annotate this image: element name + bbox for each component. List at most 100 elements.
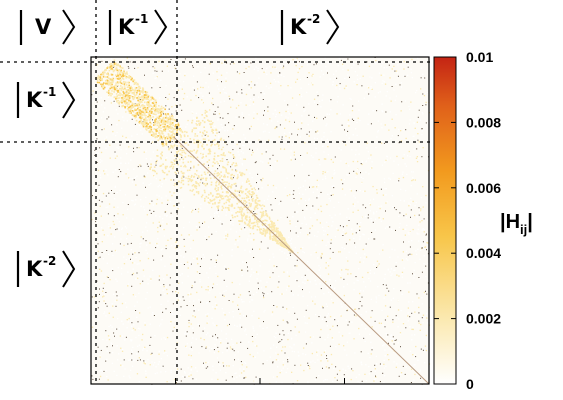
heatmap-cell: [277, 359, 279, 361]
heatmap-cell: [220, 175, 223, 177]
heatmap-cell: [344, 77, 346, 80]
heatmap-cell: [275, 115, 277, 118]
heatmap-cell: [170, 151, 172, 153]
heatmap-cell: [106, 346, 108, 348]
heatmap-cell: [160, 113, 163, 116]
heatmap-cell: [101, 72, 103, 75]
heatmap-cell: [209, 289, 211, 291]
heatmap-cell: [151, 95, 153, 98]
heatmap-cell: [94, 127, 96, 129]
heatmap-cell: [392, 337, 394, 340]
heatmap-cell: [425, 234, 427, 236]
heatmap-cell: [161, 248, 164, 250]
heatmap-cell: [140, 236, 142, 238]
heatmap-cell: [295, 334, 297, 336]
heatmap-cell: [203, 117, 206, 119]
heatmap-cell: [98, 184, 100, 186]
heatmap-cell: [257, 273, 259, 275]
heatmap-cell: [138, 357, 140, 359]
heatmap-cell: [402, 258, 404, 260]
heatmap-cell: [124, 105, 126, 108]
heatmap-cell: [274, 198, 276, 199]
heatmap-cell: [302, 193, 304, 195]
heatmap-cell: [253, 221, 256, 224]
heatmap-cell: [197, 323, 199, 325]
heatmap-cell: [263, 93, 265, 95]
heatmap-cell: [165, 136, 168, 138]
heatmap-cell: [384, 319, 386, 321]
heatmap-cell: [156, 242, 158, 245]
heatmap-cell: [322, 173, 324, 175]
heatmap-cell: [246, 208, 248, 211]
heatmap-cell: [131, 353, 133, 355]
heatmap-cell: [421, 297, 423, 299]
heatmap-cell: [268, 184, 270, 187]
heatmap-cell: [279, 124, 281, 126]
heatmap-cell: [128, 86, 130, 88]
heatmap-cell: [323, 118, 324, 120]
heatmap-cell: [416, 148, 418, 150]
heatmap-cell: [393, 65, 395, 67]
heatmap-cell: [117, 82, 119, 85]
heatmap-cell: [375, 301, 377, 303]
heatmap-cell: [404, 234, 406, 236]
heatmap-cell: [220, 148, 223, 151]
heatmap-cell: [196, 169, 198, 172]
heatmap-cell: [294, 175, 295, 177]
heatmap-cell: [256, 182, 257, 184]
heatmap-cell: [226, 72, 228, 74]
heatmap-cell: [235, 164, 238, 167]
heatmap-cell: [203, 171, 206, 174]
heatmap-cell: [144, 117, 147, 120]
heatmap-cell: [181, 175, 184, 178]
heatmap-cell: [109, 190, 112, 192]
heatmap-cell: [153, 128, 156, 130]
heatmap-cell: [354, 154, 357, 156]
heatmap-cell: [338, 201, 340, 204]
heatmap-cell: [166, 156, 168, 159]
heatmap-cell: [402, 157, 404, 159]
heatmap-cell: [116, 64, 119, 66]
heatmap-cell: [145, 150, 147, 152]
heatmap-cell: [384, 161, 386, 163]
heatmap-cell: [103, 370, 105, 372]
heatmap-cell: [292, 199, 294, 201]
heatmap-cell: [283, 245, 286, 248]
heatmap-cell: [195, 94, 197, 97]
heatmap-cell: [313, 64, 315, 66]
heatmap-cell: [399, 199, 402, 202]
heatmap-cell: [278, 81, 280, 84]
heatmap-cell: [217, 337, 219, 339]
heatmap-cell: [323, 234, 325, 236]
heatmap-cell: [174, 79, 176, 81]
heatmap-cell: [239, 368, 241, 370]
heatmap-cell: [107, 335, 110, 337]
heatmap-cell: [422, 93, 424, 95]
heatmap-cell: [319, 315, 321, 317]
heatmap-cell: [183, 226, 185, 229]
heatmap-cell: [111, 68, 114, 71]
heatmap-cell: [129, 358, 132, 361]
heatmap-cell: [260, 280, 262, 282]
heatmap-cell: [112, 270, 114, 272]
heatmap-cell: [384, 278, 386, 280]
heatmap-cell: [317, 208, 320, 211]
heatmap-cell: [127, 168, 129, 170]
heatmap-cells: [91, 57, 431, 385]
heatmap-cell: [152, 108, 155, 110]
heatmap-cell: [302, 281, 304, 283]
heatmap-cell: [171, 112, 173, 114]
heatmap-cell: [360, 222, 362, 224]
heatmap-cell: [427, 322, 429, 324]
heatmap-cell: [117, 77, 119, 80]
heatmap-cell: [145, 128, 147, 130]
heatmap-cell: [189, 189, 192, 192]
heatmap-cell: [256, 278, 258, 280]
heatmap-cell: [167, 199, 169, 201]
heatmap-cell: [250, 194, 253, 196]
heatmap-cell: [335, 366, 337, 368]
heatmap-cell: [100, 215, 102, 217]
heatmap-cell: [244, 200, 246, 202]
heatmap-cell: [150, 98, 152, 101]
heatmap-cell: [266, 327, 268, 329]
